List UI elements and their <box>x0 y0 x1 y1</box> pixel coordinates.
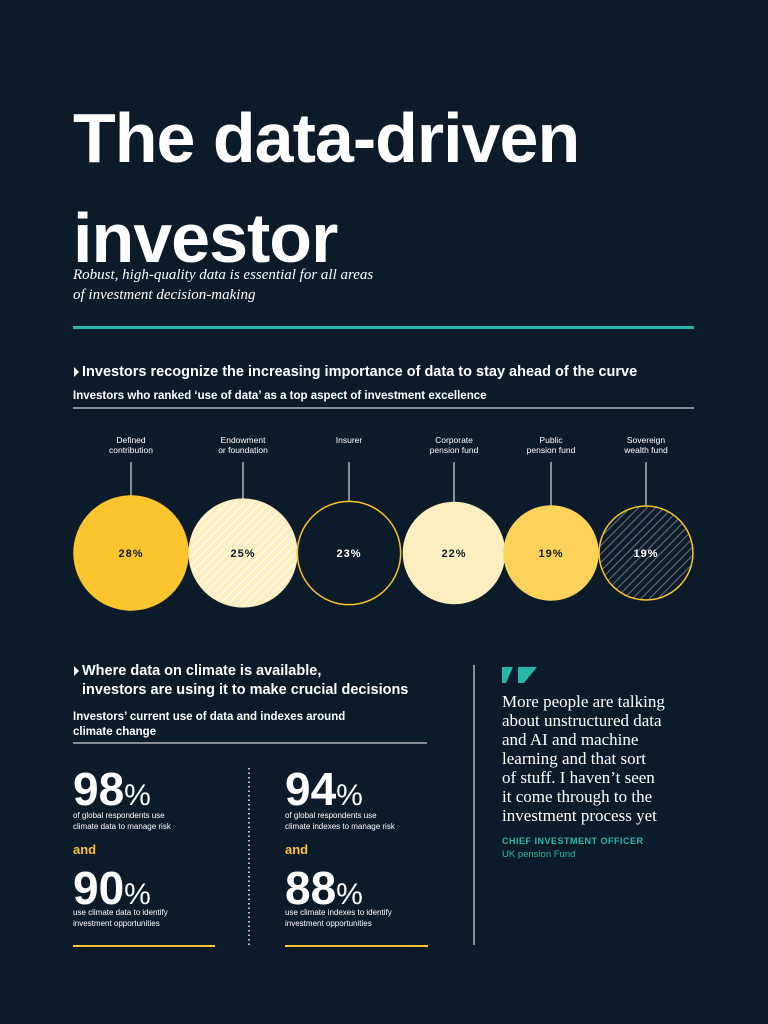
stat-value: 94% <box>285 766 363 819</box>
stat-text: use climate data to identify investment … <box>73 908 168 928</box>
stat-text: of global respondents use climate data t… <box>73 811 171 831</box>
stat-value: 90% <box>73 865 151 918</box>
category-label: Sovereign wealth fund <box>624 435 668 455</box>
stat-unit: % <box>124 779 151 812</box>
bubble <box>73 495 189 611</box>
bullet <box>74 666 79 676</box>
quote-mark <box>502 667 513 683</box>
value-label: 19% <box>633 548 658 560</box>
teal-rule <box>73 326 694 329</box>
category-label: Insurer <box>335 435 363 445</box>
section-subheading: Investors who ranked ‘use of data’ as a … <box>73 390 487 402</box>
title: The data-driven investor <box>73 99 580 277</box>
stat-unit: % <box>124 878 151 911</box>
stat-number: 88 <box>285 862 337 914</box>
value-label: 25% <box>230 548 255 560</box>
category-label: Defined contribution <box>109 435 153 455</box>
value-label: 23% <box>336 548 361 560</box>
value-label: 22% <box>441 548 466 560</box>
stat-value: 98% <box>73 766 151 819</box>
stat-unit: % <box>336 878 363 911</box>
connector: and <box>285 842 309 857</box>
stat-text: use climate indexes to identify investme… <box>285 908 392 928</box>
section-heading: Where data on climate is available, inve… <box>82 663 409 698</box>
section-heading: Investors recognize the increasing impor… <box>82 364 638 380</box>
bubble <box>296 500 402 606</box>
category-label: Endowment or foundation <box>218 435 268 455</box>
category-label: Public pension fund <box>526 435 576 455</box>
quote-role: CHIEF INVESTMENT OFFICER <box>502 836 644 846</box>
category-label: Corporate pension fund <box>429 435 479 455</box>
subtitle: Robust, high-quality data is essential f… <box>73 267 374 303</box>
stat-number: 98 <box>73 763 125 815</box>
section-subheading: Investors’ current use of data and index… <box>73 711 346 738</box>
stat-number: 90 <box>73 862 125 914</box>
quote-organization: UK pension Fund <box>502 849 576 860</box>
bubble <box>598 505 694 601</box>
stat-text: of global respondents use climate indexe… <box>285 811 395 831</box>
stat-value: 88% <box>285 865 363 918</box>
quote-mark <box>518 667 537 683</box>
quote: More people are talking about unstructur… <box>502 692 665 825</box>
bullet <box>74 367 79 377</box>
connector: and <box>73 842 97 857</box>
stat-unit: % <box>336 779 363 812</box>
stat-number: 94 <box>285 763 337 815</box>
bubble <box>503 505 599 601</box>
value-label: 28% <box>118 548 143 560</box>
value-label: 19% <box>538 548 563 560</box>
